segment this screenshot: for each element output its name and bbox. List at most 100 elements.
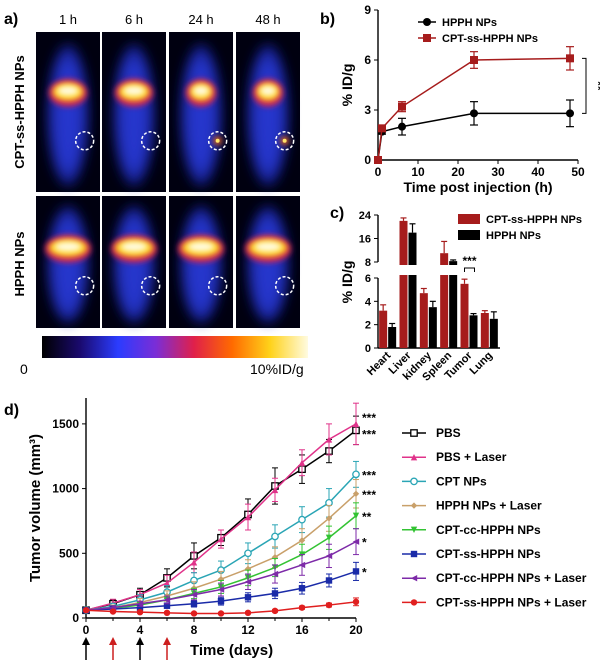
- colorbar: [42, 336, 308, 358]
- data-point: [298, 604, 306, 611]
- data-point: [374, 156, 382, 164]
- treatment-arrow-black-head: [136, 637, 144, 645]
- data-point: [271, 570, 279, 578]
- significance-marker: ***: [462, 254, 476, 268]
- data-point: [352, 512, 360, 519]
- bar: [460, 283, 469, 348]
- data-point: [325, 515, 333, 522]
- treatment-arrow-red-head: [163, 637, 171, 645]
- organ-peak: [123, 85, 145, 96]
- x-tick-label: 30: [491, 165, 505, 179]
- data-point: [325, 534, 333, 541]
- legend-label: CPT-cc-HPPH NPs + Laser: [436, 571, 587, 585]
- tumor-marker-circle: [274, 276, 295, 296]
- data-point: [244, 594, 252, 601]
- body-core-signal: [253, 57, 283, 173]
- legend-marker: [410, 526, 418, 533]
- bar: [408, 232, 417, 348]
- y-tick-label: 6: [364, 53, 371, 67]
- tumor-marker-circle: [74, 276, 95, 296]
- pet-image: [102, 32, 166, 192]
- bar: [449, 261, 458, 348]
- data-point: [298, 561, 306, 569]
- y-axis-label: % ID/g: [339, 64, 355, 107]
- y-tick-label: 24: [359, 210, 372, 222]
- data-point: [271, 532, 279, 541]
- y-tick-label: 2: [365, 320, 371, 332]
- pet-image: [36, 196, 100, 328]
- colorbar-max-label: 10%ID/g: [250, 361, 304, 377]
- data-point: [217, 575, 225, 583]
- data-point: [566, 54, 574, 63]
- data-point: [271, 486, 279, 494]
- y-tick-label: 500: [59, 546, 79, 560]
- legend-marker: [423, 34, 431, 42]
- timepoint-label: 48 h: [255, 12, 280, 27]
- data-point: [470, 109, 478, 118]
- colorbar-min-label: 0: [20, 361, 28, 377]
- pet-image: [36, 32, 100, 192]
- x-tick-label: 20: [349, 623, 363, 637]
- legend-swatch: [458, 214, 480, 224]
- legend-marker: [410, 477, 418, 486]
- legend-marker: [410, 575, 418, 582]
- data-point: [352, 568, 360, 575]
- data-point: [398, 122, 406, 131]
- y-tick-label: 0: [72, 611, 79, 625]
- data-point: [352, 538, 360, 545]
- significance-marker: ***: [362, 488, 376, 502]
- data-point: [325, 601, 333, 609]
- organ-peak: [120, 241, 148, 252]
- pet-image: [169, 196, 233, 328]
- panel-d-label: d): [4, 402, 19, 419]
- bar: [388, 327, 397, 348]
- treatment-arrow-red-head: [109, 637, 117, 645]
- data-point: [244, 578, 252, 585]
- pet-image: [236, 196, 300, 328]
- data-point: [136, 604, 144, 611]
- y-tick-label: 4: [365, 296, 372, 308]
- tumor-marker-circle: [274, 131, 295, 151]
- data-point: [271, 590, 279, 597]
- data-point: [566, 109, 574, 118]
- panel-a: a) 1 h 6 h 24 h 48 h CPT-ss-HPPH NPs HPPH N…: [4, 11, 308, 377]
- data-point: [298, 537, 306, 544]
- legend-label: PBS + Laser: [436, 450, 507, 464]
- data-point: [298, 585, 306, 592]
- data-point: [244, 513, 252, 521]
- organ-peak: [192, 85, 210, 96]
- data-point: [136, 600, 144, 607]
- data-point: [217, 535, 225, 543]
- data-point: [82, 607, 90, 614]
- data-point: [325, 552, 333, 560]
- legend-marker: [410, 599, 418, 606]
- data-point: [244, 609, 252, 617]
- row-label-hpph: HPPH NPs: [12, 231, 27, 296]
- data-point: [352, 598, 360, 606]
- body-core-signal: [186, 57, 216, 173]
- legend-marker: [410, 454, 418, 461]
- data-point: [298, 459, 306, 466]
- data-point: [352, 490, 360, 497]
- y-tick-label: 1500: [52, 417, 79, 431]
- bar: [440, 253, 449, 348]
- data-point: [352, 420, 360, 428]
- y-tick-label: 9: [364, 3, 371, 17]
- data-point: [163, 596, 171, 604]
- data-point: [163, 579, 171, 587]
- panel-a-label: a): [4, 11, 18, 28]
- x-axis-label: Time post injection (h): [403, 179, 552, 195]
- timepoint-label: 24 h: [188, 12, 213, 27]
- significance-marker: ***: [362, 411, 376, 425]
- data-point: [163, 602, 171, 609]
- data-point: [217, 586, 225, 593]
- y-tick-label: 16: [359, 234, 371, 246]
- x-tick-label: 16: [295, 623, 309, 637]
- data-point: [190, 591, 198, 598]
- x-tick-label: 10: [411, 165, 425, 179]
- data-point: [109, 608, 117, 615]
- data-point: [244, 549, 252, 558]
- organ-peak: [254, 241, 282, 252]
- tumor-marker-circle: [207, 131, 228, 151]
